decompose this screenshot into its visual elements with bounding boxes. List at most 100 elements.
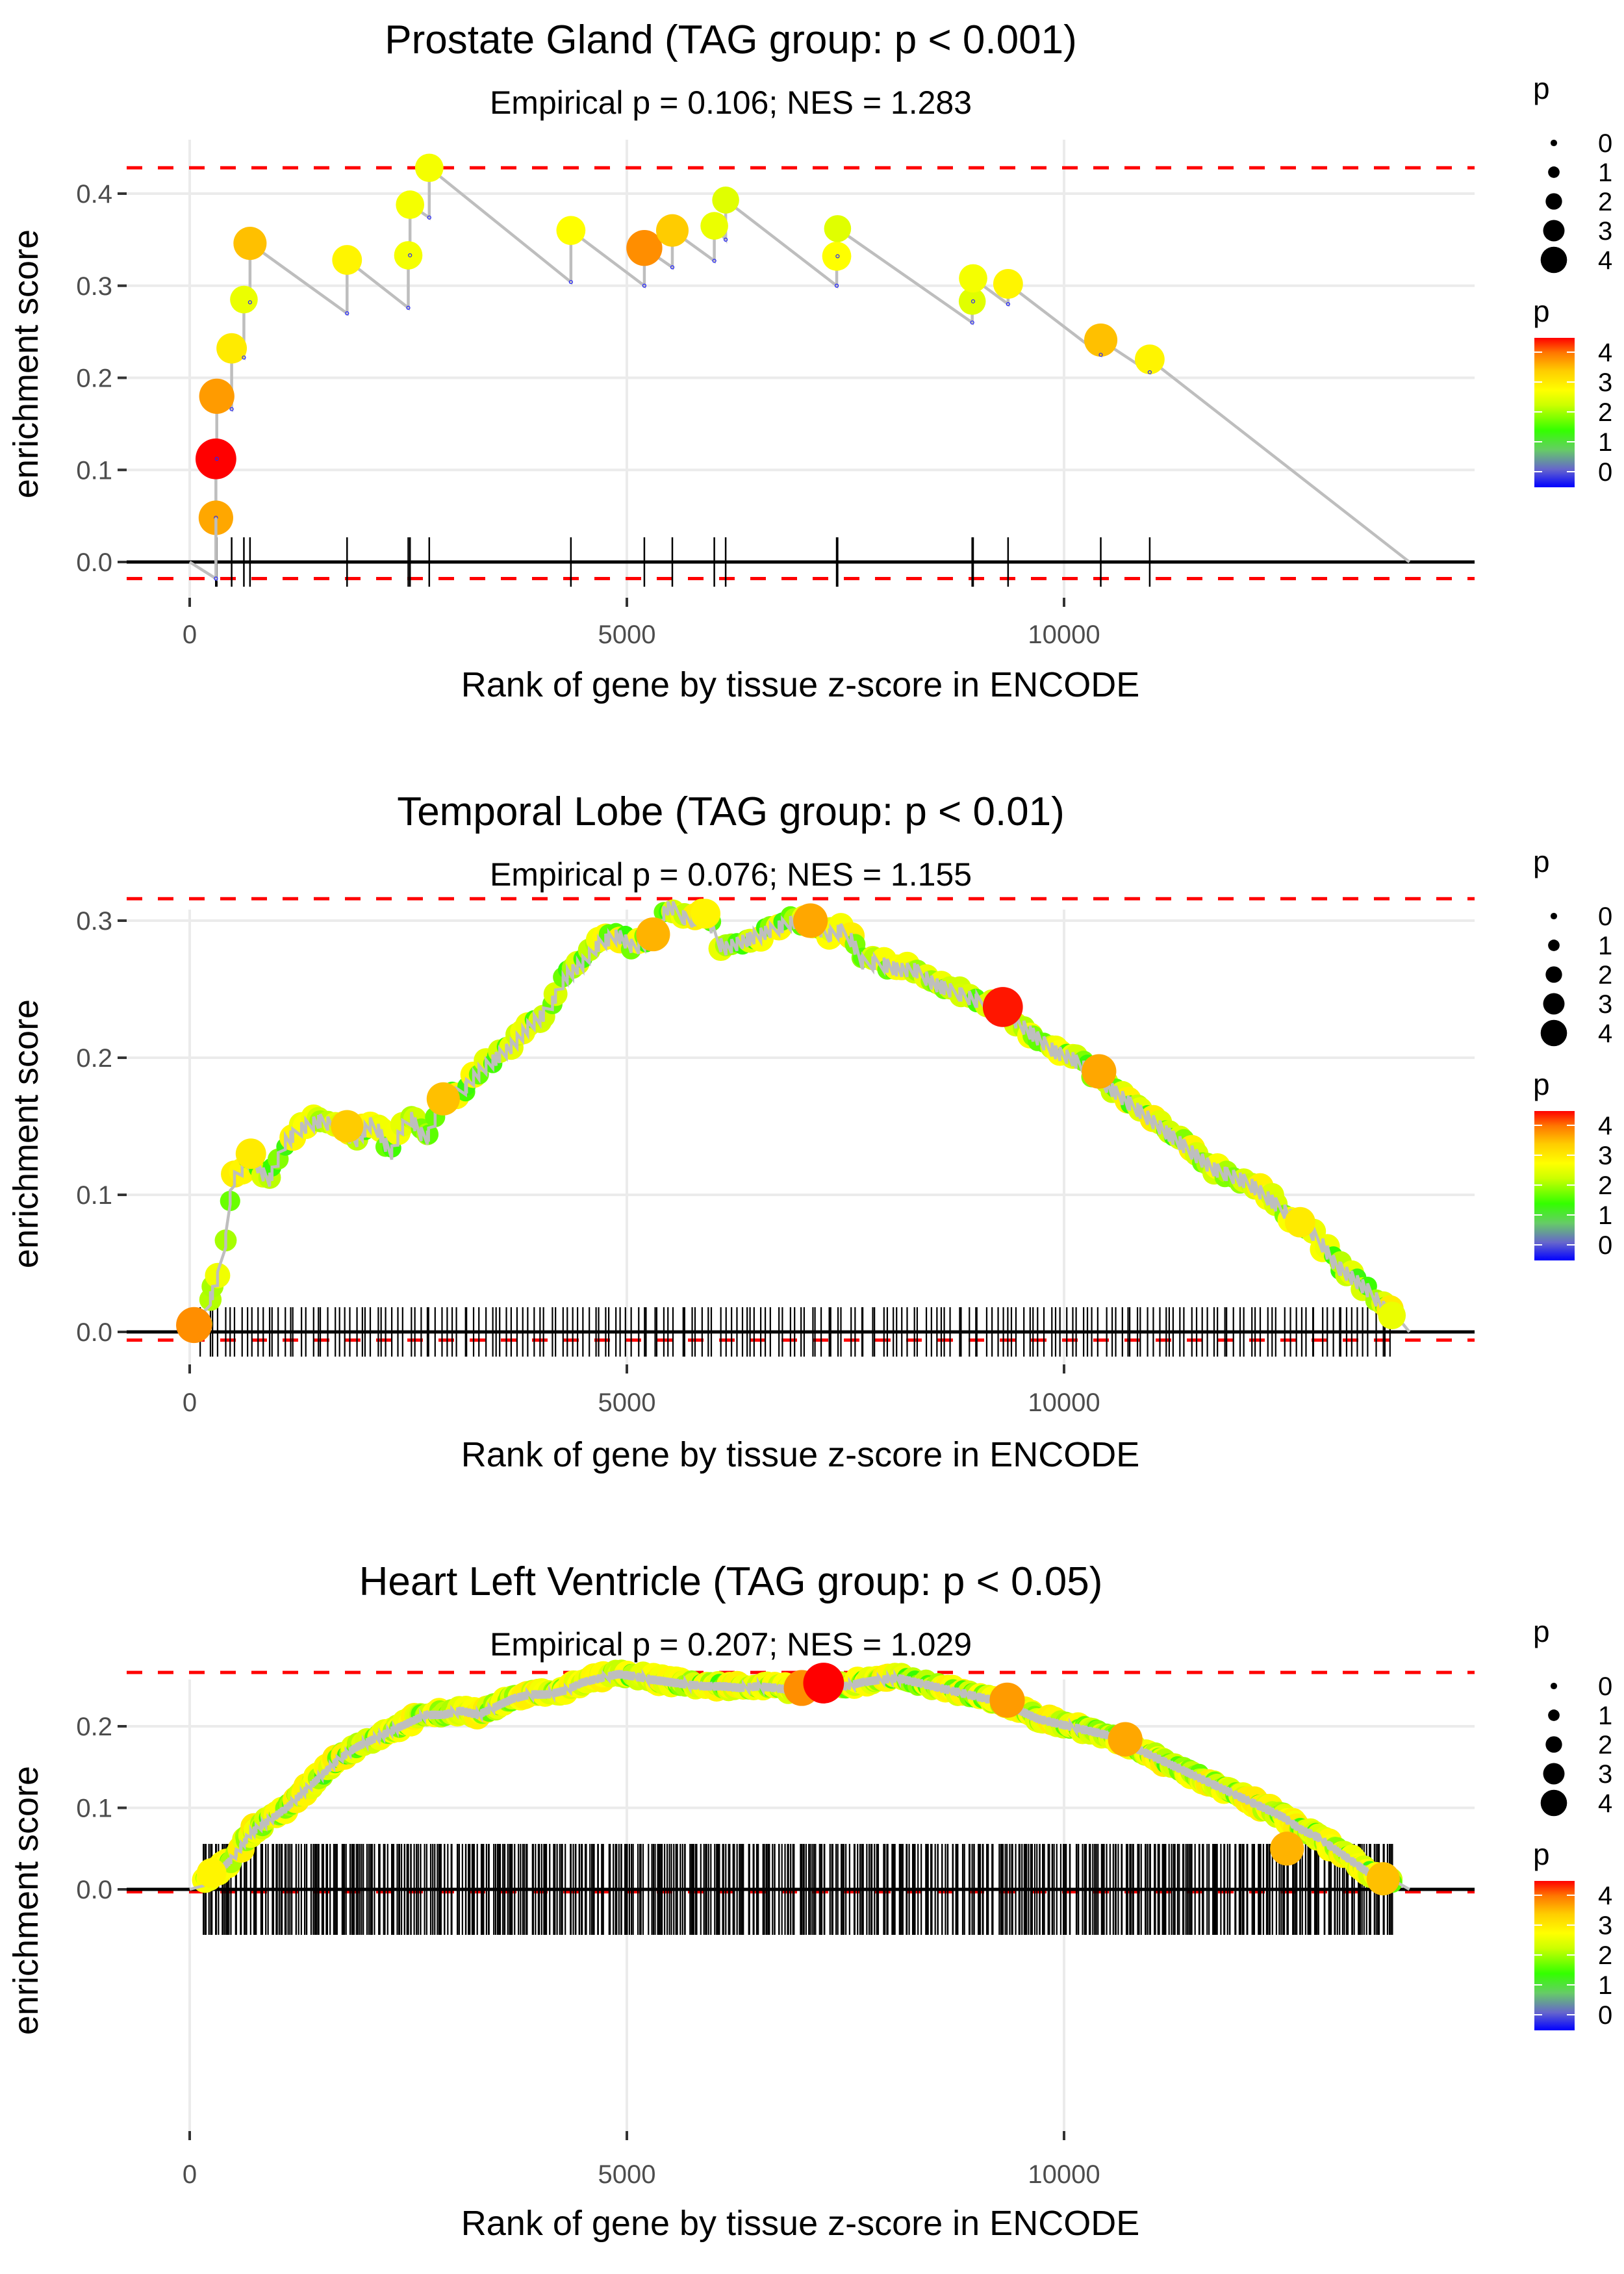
size-legend-label: 2 xyxy=(1598,961,1612,990)
hit-point-highlight xyxy=(235,1138,266,1169)
color-legend-label: 1 xyxy=(1598,428,1612,457)
hit-point-highlight xyxy=(1366,1862,1400,1896)
trough-point xyxy=(406,305,411,310)
size-legend-key xyxy=(1550,912,1558,920)
trough-point xyxy=(214,576,218,581)
x-tick-label: 0 xyxy=(183,1388,197,1417)
hit-point xyxy=(216,333,247,364)
size-legend-label: 2 xyxy=(1598,1731,1612,1759)
color-legend-label: 1 xyxy=(1598,1971,1612,2000)
size-legend-label: 4 xyxy=(1598,1789,1612,1818)
size-legend-label: 4 xyxy=(1598,1019,1612,1048)
chart-title: Temporal Lobe (TAG group: p < 0.01) xyxy=(397,789,1065,834)
hit-point xyxy=(556,216,586,246)
color-legend-title: p xyxy=(1533,1067,1550,1101)
hit-point-highlight xyxy=(1108,1722,1143,1757)
hit-point-highlight xyxy=(803,1663,844,1704)
y-tick-label: 0.0 xyxy=(76,1318,112,1347)
trough-point xyxy=(345,311,349,316)
x-tick-label: 5000 xyxy=(598,620,656,649)
hit-point xyxy=(626,229,663,266)
size-legend-title: p xyxy=(1533,1615,1550,1648)
running-es-line xyxy=(188,164,1411,581)
hit-point xyxy=(414,153,444,183)
trough-point xyxy=(1098,352,1103,357)
x-axis-title: Rank of gene by tissue z-score in ENCODE xyxy=(461,665,1139,704)
size-legend-label: 3 xyxy=(1598,990,1612,1019)
hit-point xyxy=(199,378,235,414)
hit-point xyxy=(824,215,852,242)
x-tick-label: 10000 xyxy=(1028,2160,1100,2189)
size-legend-label: 0 xyxy=(1598,902,1612,931)
size-legend-key xyxy=(1545,966,1562,983)
hit-point-highlight xyxy=(691,899,721,929)
hit-point xyxy=(993,269,1023,299)
trough-point xyxy=(670,265,675,270)
hit-point xyxy=(230,285,258,314)
trough-point xyxy=(214,457,219,461)
y-axis-title: enrichment score xyxy=(6,999,45,1268)
color-legend-label: 4 xyxy=(1598,339,1612,367)
size-legend-key xyxy=(1543,1763,1565,1785)
hit-point xyxy=(396,190,425,219)
hit-point xyxy=(233,226,267,261)
size-legend-label: 3 xyxy=(1598,217,1612,246)
hit-point-highlight xyxy=(1378,1301,1406,1329)
size-legend-key xyxy=(1550,139,1558,147)
y-tick-label: 0.0 xyxy=(76,1876,112,1904)
color-legend-title: p xyxy=(1533,294,1550,328)
size-legend-label: 1 xyxy=(1598,159,1612,187)
trough-point xyxy=(835,254,840,259)
trough-point xyxy=(1006,302,1010,307)
color-legend-label: 0 xyxy=(1598,1231,1612,1260)
color-legend-label: 1 xyxy=(1598,1201,1612,1230)
trough-point xyxy=(834,283,839,288)
chart-subtitle: Empirical p = 0.207; NES = 1.029 xyxy=(490,1626,972,1663)
trough-point xyxy=(408,253,412,258)
hit-point xyxy=(700,212,728,240)
color-legend-label: 2 xyxy=(1598,1171,1612,1200)
hit-point xyxy=(958,288,986,315)
x-tick-label: 5000 xyxy=(598,1388,656,1417)
trough-point xyxy=(242,355,246,360)
hit-point xyxy=(196,438,236,479)
hit-point-highlight xyxy=(982,987,1023,1027)
color-legend-label: 4 xyxy=(1598,1112,1612,1140)
trough-point xyxy=(1147,370,1152,375)
y-tick-label: 0.3 xyxy=(76,907,112,936)
size-legend-key xyxy=(1543,220,1565,242)
x-axis-title: Rank of gene by tissue z-score in ENCODE xyxy=(461,2204,1139,2243)
trough-point xyxy=(247,300,252,305)
y-tick-label: 0.1 xyxy=(76,1181,112,1210)
size-legend-title: p xyxy=(1533,71,1550,105)
y-tick-label: 0.2 xyxy=(76,364,112,393)
panel-temporal-lobe: Temporal Lobe (TAG group: p < 0.01) Empi… xyxy=(6,789,1612,1474)
x-tick-label: 10000 xyxy=(1028,1388,1100,1417)
size-legend-key xyxy=(1548,1709,1560,1721)
hit-point xyxy=(1084,323,1118,357)
trough-point xyxy=(642,283,647,288)
y-tick-label: 0.1 xyxy=(76,1795,112,1823)
chart-subtitle: Empirical p = 0.106; NES = 1.283 xyxy=(490,84,972,121)
size-legend-key xyxy=(1545,1736,1562,1753)
size-legend-label: 2 xyxy=(1598,188,1612,216)
x-axis-title: Rank of gene by tissue z-score in ENCODE xyxy=(461,1435,1139,1474)
color-legend-label: 3 xyxy=(1598,1142,1612,1170)
color-legend-label: 0 xyxy=(1598,458,1612,487)
color-legend-label: 2 xyxy=(1598,398,1612,427)
color-legend-label: 3 xyxy=(1598,368,1612,397)
trough-point xyxy=(568,279,573,285)
size-legend-key xyxy=(1545,193,1562,210)
color-legend-label: 0 xyxy=(1598,2001,1612,2030)
hit-point xyxy=(1135,344,1165,375)
hit-point-highlight xyxy=(176,1307,212,1344)
hit-point xyxy=(822,242,852,271)
y-axis-title: enrichment score xyxy=(6,1766,45,2035)
x-tick-label: 10000 xyxy=(1028,620,1100,649)
trough-point xyxy=(971,299,976,303)
hit-point xyxy=(332,245,362,275)
